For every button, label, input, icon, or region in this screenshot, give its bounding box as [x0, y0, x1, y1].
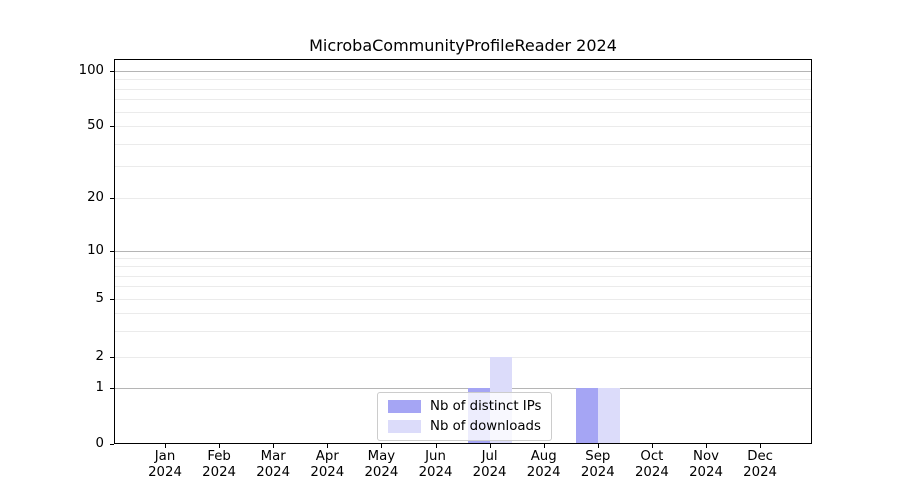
x-tick-label: Oct 2024 [624, 449, 680, 481]
x-tick-month: Jan [154, 449, 176, 464]
y-gridline-major [115, 388, 811, 389]
y-tick-mark [110, 299, 114, 300]
y-gridline-minor [115, 126, 811, 127]
y-gridline-minor [115, 266, 811, 268]
y-gridline-minor [115, 198, 811, 199]
x-tick-label: Jun 2024 [408, 449, 464, 481]
plot-area: Nb of distinct IPs Nb of downloads [114, 59, 812, 444]
x-tick-mark [489, 444, 491, 448]
x-tick-label: Feb 2024 [191, 449, 247, 481]
bar-downloads [597, 388, 620, 443]
x-tick-label: Aug 2024 [516, 449, 572, 481]
x-tick-year: 2024 [634, 465, 669, 480]
x-tick-month: Apr [315, 449, 339, 464]
x-tick-year: 2024 [364, 465, 399, 480]
x-tick-mark [381, 444, 383, 448]
x-tick-month: Mar [260, 449, 286, 464]
x-tick-mark [165, 444, 166, 448]
y-gridline-major [115, 71, 811, 72]
y-tick-label: 10 [87, 243, 104, 258]
x-tick-label: Sep 2024 [570, 449, 626, 481]
y-tick-label: 0 [95, 436, 104, 451]
x-tick-mark [651, 444, 653, 448]
y-gridline-minor [115, 88, 811, 90]
x-tick-month: Dec [747, 449, 773, 464]
legend: Nb of distinct IPs Nb of downloads [377, 392, 553, 441]
y-gridline-minor [115, 258, 811, 260]
y-gridline-minor [115, 275, 811, 277]
y-tick-mark [110, 444, 114, 445]
x-tick-year: 2024 [689, 465, 723, 480]
y-gridline-minor [115, 166, 811, 168]
x-tick-mark [543, 444, 545, 448]
x-tick-year: 2024 [526, 465, 561, 480]
legend-row-downloads: Nb of downloads [388, 419, 541, 434]
legend-row-distinct-ips: Nb of distinct IPs [388, 399, 541, 414]
y-tick-label: 20 [87, 190, 104, 205]
x-tick-label: Apr 2024 [299, 449, 355, 481]
x-tick-mark [760, 444, 762, 448]
legend-label-downloads: Nb of downloads [430, 419, 541, 434]
x-tick-month: Nov [693, 449, 719, 464]
y-gridline-minor [115, 79, 811, 81]
y-tick-mark [110, 71, 114, 72]
x-tick-label: Dec 2024 [732, 449, 788, 481]
x-tick-label: Jan 2024 [137, 449, 193, 481]
x-tick-label: May 2024 [353, 449, 409, 481]
y-tick-mark [110, 388, 114, 389]
x-tick-month: Oct [640, 449, 664, 464]
y-tick-mark [110, 126, 114, 127]
legend-label-distinct-ips: Nb of distinct IPs [430, 399, 542, 414]
bar-distinct-ips [575, 388, 598, 443]
legend-swatch-downloads [388, 420, 421, 433]
x-tick-mark [327, 444, 329, 448]
x-tick-month: Feb [207, 449, 231, 464]
x-tick-year: 2024 [256, 465, 291, 480]
x-tick-year: 2024 [202, 465, 237, 480]
y-tick-label: 50 [87, 118, 104, 133]
x-tick-mark [435, 444, 437, 448]
x-tick-mark [219, 444, 221, 448]
x-tick-year: 2024 [743, 465, 778, 480]
y-gridline-minor [115, 299, 811, 300]
y-gridline-minor [115, 357, 811, 358]
y-gridline-minor [115, 286, 811, 288]
x-tick-label: Mar 2024 [245, 449, 301, 481]
plot-spine-right [811, 59, 812, 444]
x-tick-month: Aug [530, 449, 557, 464]
x-tick-label: Jul 2024 [462, 449, 518, 481]
y-tick-label: 2 [95, 349, 104, 364]
y-gridline-minor [115, 143, 811, 145]
x-tick-month: Sep [585, 449, 611, 464]
y-tick-mark [110, 357, 114, 358]
y-tick-label: 1 [95, 380, 104, 395]
x-tick-year: 2024 [148, 465, 182, 480]
x-tick-mark [597, 444, 599, 448]
y-tick-label: 5 [95, 291, 104, 306]
y-gridline-major [115, 251, 811, 252]
chart-title: MicrobaCommunityProfileReader 2024 [309, 36, 617, 55]
x-tick-year: 2024 [472, 465, 507, 480]
y-gridline-minor [115, 313, 811, 315]
plot-spine-top [114, 59, 812, 60]
y-gridline-minor [115, 331, 811, 333]
plot-spine-left [114, 59, 115, 444]
y-gridline-minor [115, 111, 811, 113]
y-tick-mark [110, 198, 114, 199]
x-tick-mark [706, 444, 707, 448]
y-gridline-minor [115, 99, 811, 101]
plot-spine-bottom [114, 443, 812, 444]
legend-swatch-distinct-ips [388, 400, 421, 413]
y-tick-mark [110, 251, 114, 252]
x-tick-month: Jul [481, 449, 498, 464]
x-tick-label: Nov 2024 [678, 449, 734, 481]
x-tick-month: Jun [425, 449, 446, 464]
x-tick-year: 2024 [310, 465, 345, 480]
y-tick-label: 100 [78, 63, 104, 78]
x-tick-year: 2024 [580, 465, 615, 480]
x-tick-year: 2024 [418, 465, 453, 480]
x-tick-month: May [367, 449, 396, 464]
x-tick-mark [273, 444, 275, 448]
